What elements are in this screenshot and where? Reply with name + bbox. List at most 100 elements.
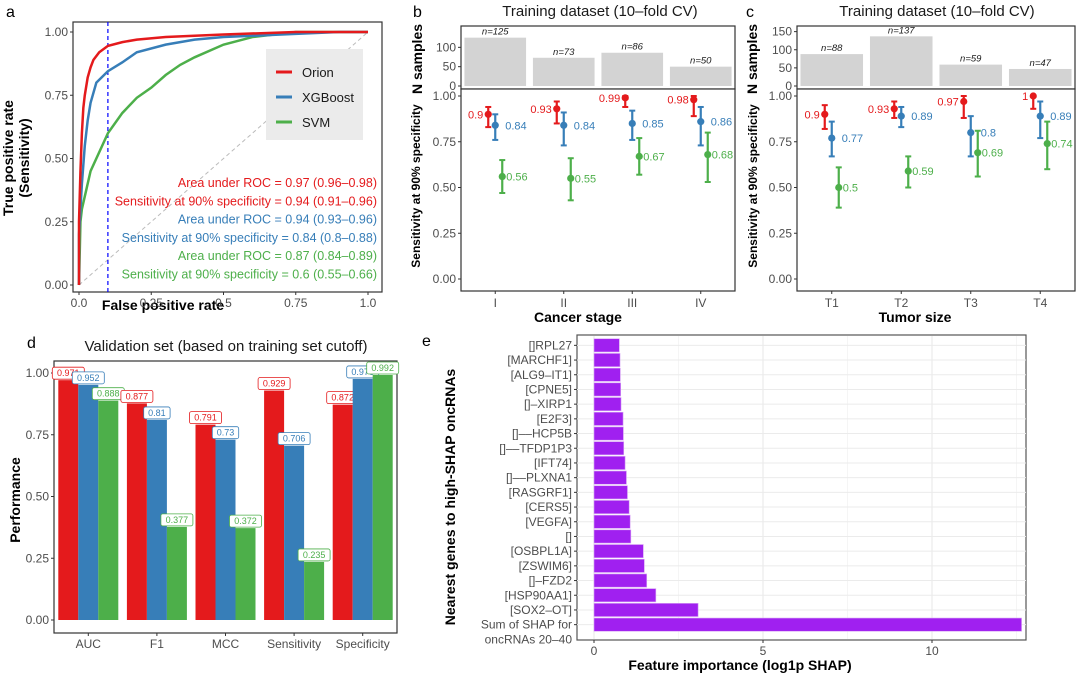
gene-label: [RASGRF1] [509, 485, 572, 499]
bar-svm [372, 374, 393, 620]
gene-label: Sum of SHAP for [481, 618, 572, 632]
panel-label-c: c [746, 4, 754, 21]
x-tick-label: 10 [925, 644, 939, 658]
point-orion [821, 110, 829, 118]
y-tick-label: 0.25 [433, 226, 457, 240]
value-label-svm: 0.55 [575, 173, 596, 185]
panel-b-top-ylabel: N samples [409, 24, 425, 94]
panel-a-roc: a True positive rate (Sensitivity) False … [0, 4, 383, 313]
y-tick-label: 1.00 [769, 89, 793, 103]
x-tick-label: T3 [964, 296, 978, 310]
value-label-xgboost: 0.89 [911, 111, 932, 123]
bar-orion [195, 424, 216, 620]
gene-label: []–FZD2 [529, 574, 573, 588]
shap-bar [593, 573, 648, 588]
gene-label: [CPNE5] [525, 382, 572, 396]
n-samples-label: n=59 [960, 54, 982, 65]
value-label-xgboost: 0.85 [642, 118, 663, 130]
n-samples-label: n=86 [622, 42, 644, 53]
x-tick-label: 0.5 [215, 296, 232, 310]
value-label-svm: 0.888 [97, 389, 120, 399]
gene-label: [HSP90AA1] [505, 588, 572, 602]
value-label-svm: 0.74 [1051, 139, 1072, 151]
bar-svm [166, 526, 187, 620]
y-tick-label: 0.25 [45, 215, 69, 229]
value-label-box-orion [189, 411, 222, 425]
top-y-tick-label: 100 [772, 43, 792, 57]
gene-label: [MARCHF1] [507, 353, 572, 367]
gene-label: oncRNAs 20–40 [485, 633, 573, 647]
value-label-xgboost: 0.89 [1050, 111, 1071, 123]
panel-c-tumor-size: c Training dataset (10–fold CV) Tumor si… [744, 3, 1076, 325]
point-xgboost [560, 121, 568, 129]
panel-b-cancer-stage: b Training dataset (10–fold CV) Cancer s… [409, 3, 736, 325]
value-label-orion: 0.791 [194, 413, 217, 423]
bar-xgboost [284, 445, 305, 620]
top-y-tick-label: 0 [785, 79, 792, 93]
x-tick-label: 0.0 [71, 296, 88, 310]
point-orion [553, 105, 561, 113]
gene-label: [OSBPL1A] [511, 544, 572, 558]
roc-annotation: Sensitivity at 90% specificity = 0.84 (0… [122, 231, 377, 245]
value-label-box-orion [257, 377, 291, 390]
value-label-svm: 0.372 [234, 516, 257, 526]
bar-orion [264, 390, 285, 620]
gene-label: []–XIRP1 [524, 397, 572, 411]
n-samples-bar [464, 37, 527, 86]
shap-bar [593, 617, 1022, 632]
x-tick-label: I [494, 296, 497, 310]
value-label-orion: 0.971 [57, 368, 80, 378]
panel-a-ylabel-line: True positive rate [0, 100, 16, 216]
value-label-svm: 0.67 [643, 151, 664, 163]
shap-bar [593, 367, 621, 382]
bar-xgboost [352, 378, 373, 620]
x-tick-label: IV [695, 296, 706, 310]
panel-c-xlabel: Tumor size [879, 309, 952, 325]
shap-bar [593, 500, 630, 514]
top-y-tick-label: 50 [443, 60, 457, 74]
point-svm [904, 167, 912, 175]
x-tick-label: T2 [894, 296, 908, 310]
n-samples-label: n=47 [1030, 58, 1052, 69]
top-y-tick-label: 50 [779, 61, 793, 75]
gene-label: [E2F3] [537, 412, 572, 426]
n-samples-label: n=125 [482, 27, 509, 38]
value-label-orion: 0.877 [126, 391, 149, 401]
x-tick-label: 5 [760, 644, 767, 658]
panel-a-ylabel-line: (Sensitivity) [16, 118, 32, 197]
n-samples-bar [532, 57, 595, 86]
top-y-tick-label: 100 [436, 40, 456, 54]
shap-bar [593, 544, 644, 559]
value-label-box-xgboost [71, 371, 105, 385]
panel-d-validation: d Validation set (based on training set … [7, 335, 400, 651]
value-label-svm: 0.56 [506, 172, 527, 184]
panel-c-title: Training dataset (10–fold CV) [839, 3, 1034, 20]
value-label-xgboost: 0.706 [283, 434, 306, 444]
value-label-box-svm [297, 548, 331, 562]
gene-label: [VEGFA] [525, 515, 572, 529]
legend-label-svm: SVM [302, 115, 330, 130]
shap-bar [593, 485, 628, 500]
n-samples-bar [601, 52, 664, 86]
y-tick-label: 0.00 [433, 272, 457, 286]
value-label-orion: 0.93 [530, 104, 551, 116]
value-label-xgboost: 0.976 [351, 367, 374, 377]
value-label-svm: 0.5 [843, 183, 858, 195]
x-tick-label: T4 [1033, 296, 1047, 310]
point-xgboost [1036, 112, 1044, 120]
y-tick-label: 0.75 [769, 135, 793, 149]
shap-bar [593, 338, 620, 353]
y-tick-label: 0.75 [433, 135, 457, 149]
shap-bar [593, 382, 622, 397]
x-tick-label: 0 [591, 644, 598, 658]
value-label-box-orion [120, 389, 154, 403]
value-label-box-xgboost [143, 406, 171, 420]
y-tick-label: 1.00 [26, 366, 50, 380]
bar-svm [304, 561, 325, 620]
value-label-xgboost: 0.84 [505, 120, 526, 132]
shap-bar [593, 603, 699, 617]
panel-e-xlabel: Feature importance (log1p SHAP) [628, 657, 851, 673]
bar-svm [98, 400, 119, 620]
y-tick-label: 0.75 [26, 428, 50, 442]
value-label-box-xgboost [277, 432, 311, 446]
